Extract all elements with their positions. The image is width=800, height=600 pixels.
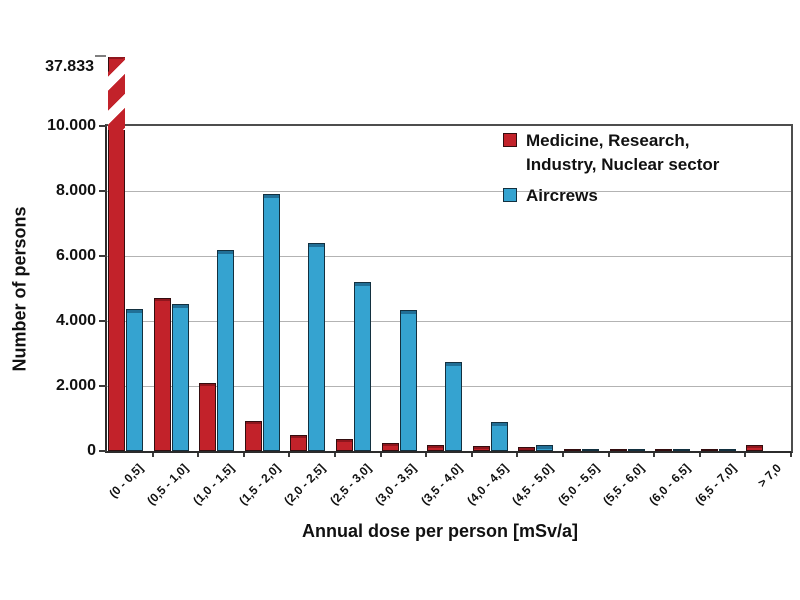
y-tick-label-8000: 8.000 [55,182,96,199]
bar-medicine-6 [382,443,399,451]
x-category-label-0: (0 - 0,5] [106,461,146,501]
legend-swatch-medicine [503,133,517,147]
x-category-label-11: (5,5 - 6,0] [600,461,647,508]
axis-break-tick [95,55,106,57]
x-tick-7 [425,453,427,457]
x-category-label-7: (3,5 - 4,0] [418,461,465,508]
x-tick-6 [380,453,382,457]
bar-aircrews-2 [217,250,234,451]
bar-medicine-4 [290,435,307,451]
x-tick-15 [790,453,792,457]
x-category-label-6: (3,0 - 3,5] [372,461,419,508]
y-tick-label-4000: 4.000 [55,312,96,329]
bar-aircrews-11 [628,449,645,451]
y-tick-10000 [99,125,107,127]
gridline-8000 [107,191,791,192]
x-category-label-5: (2,5 - 3,0] [327,461,374,508]
gridline-4000 [107,321,791,322]
bar-medicine-10 [564,449,581,451]
legend-row-aircrews: Aircrews [503,184,783,208]
x-category-label-14: > 7,0 [754,461,784,491]
x-tick-1 [152,453,154,457]
y-tick-2000 [99,385,107,387]
bar-medicine-3 [245,421,262,451]
bar-medicine-13 [701,449,718,451]
bar-medicine-5 [336,439,353,451]
x-tick-5 [334,453,336,457]
x-tick-8 [471,453,473,457]
x-category-label-1: (0,5 - 1,0] [144,461,191,508]
bar-medicine-9 [518,447,535,451]
broken-bar-value-label: 37.833 [45,58,94,75]
x-category-label-3: (1,5 - 2,0] [236,461,283,508]
bar-aircrews-12 [673,449,690,451]
legend-row-medicine: Medicine, Research, Industry, Nuclear se… [503,129,783,177]
bar-aircrews-7 [445,362,462,451]
bar-medicine-8 [473,446,490,451]
bar-medicine-7 [427,445,444,451]
x-category-label-8: (4,0 - 4,5] [464,461,511,508]
bar-medicine-0 [108,57,125,451]
x-tick-2 [197,453,199,457]
x-tick-11 [608,453,610,457]
bar-aircrews-13 [719,449,736,451]
x-tick-3 [243,453,245,457]
bar-aircrews-10 [582,449,599,451]
bar-medicine-1 [154,298,171,451]
x-tick-13 [699,453,701,457]
plot-area [105,57,793,453]
x-category-label-2: (1,0 - 1,5] [190,461,237,508]
y-tick-6000 [99,255,107,257]
bar-aircrews-1 [172,304,189,451]
legend-label-medicine: Medicine, Research, Industry, Nuclear se… [526,131,720,174]
y-tick-label-10000: 10.000 [47,117,96,134]
y-tick-label-0: 0 [87,442,96,459]
x-category-label-13: (6,5 - 7,0] [692,461,739,508]
legend: Medicine, Research, Industry, Nuclear se… [503,129,783,208]
x-category-label-4: (2,0 - 2,5] [281,461,328,508]
x-tick-9 [516,453,518,457]
axis-break-stripes [108,57,125,130]
x-tick-4 [288,453,290,457]
x-category-label-10: (5,0 - 5,5] [555,461,602,508]
y-tick-0 [99,450,107,452]
x-axis-title: Annual dose per person [mSv/a] [301,521,579,541]
y-tick-8000 [99,190,107,192]
x-category-label-12: (6,0 - 6,5] [646,461,693,508]
bar-aircrews-4 [308,243,325,451]
y-tick-4000 [99,320,107,322]
bar-medicine-12 [655,449,672,451]
bar-medicine-2 [199,383,216,451]
bar-medicine-11 [610,449,627,451]
bar-aircrews-0 [126,309,143,451]
y-tick-label-2000: 2.000 [55,377,96,394]
bar-aircrews-3 [263,194,280,451]
y-tick-label-6000: 6.000 [55,247,96,264]
x-tick-14 [744,453,746,457]
bar-aircrews-6 [400,310,417,451]
bar-aircrews-5 [354,282,371,451]
x-tick-12 [653,453,655,457]
legend-label-aircrews: Aircrews [526,186,598,205]
x-category-label-9: (4,5 - 5,0] [509,461,556,508]
bar-aircrews-8 [491,422,508,451]
bar-medicine-14 [746,445,763,451]
y-axis-title: Number of persons [9,206,30,372]
bar-aircrews-9 [536,445,553,451]
legend-swatch-aircrews [503,188,517,202]
gridline-6000 [107,256,791,257]
x-tick-10 [562,453,564,457]
